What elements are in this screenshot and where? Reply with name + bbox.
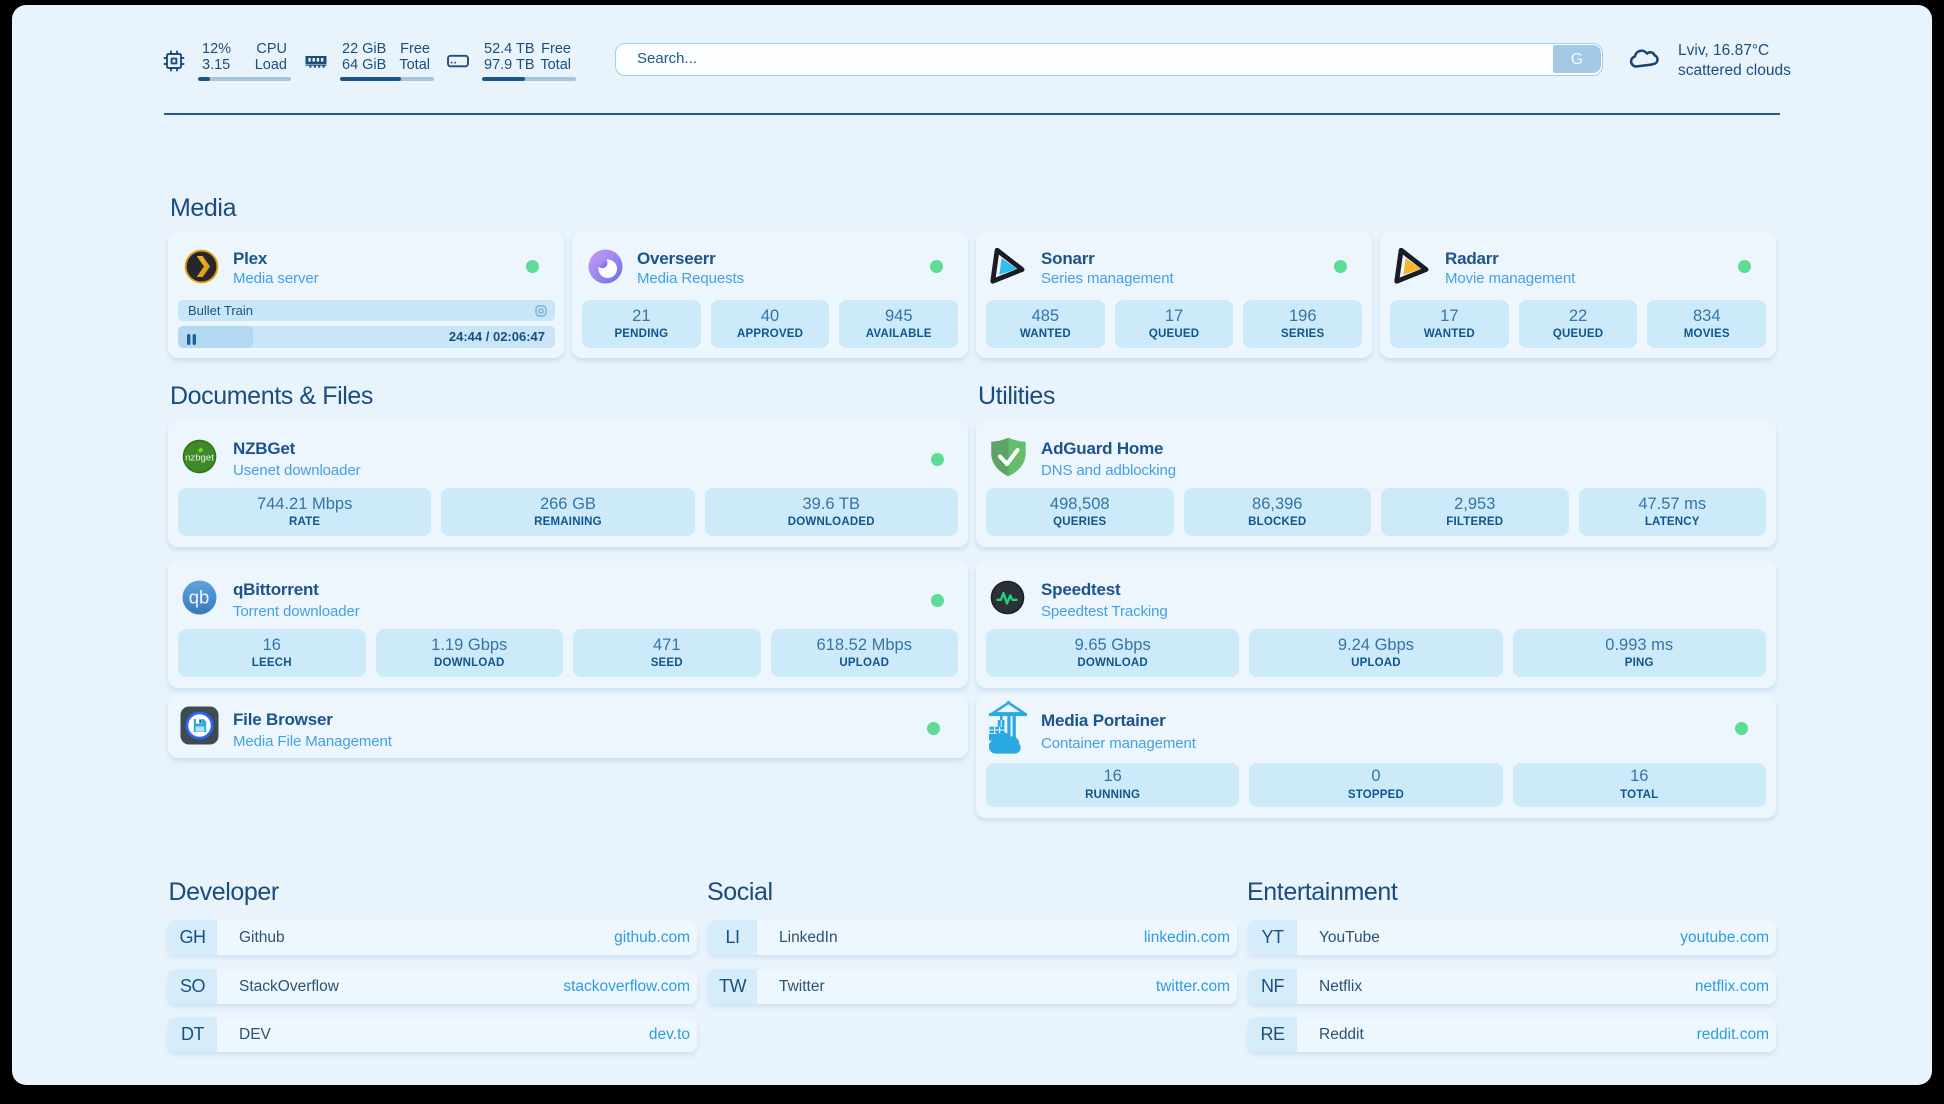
svg-text:qb: qb — [189, 587, 210, 608]
svg-text:nzbget: nzbget — [185, 453, 214, 464]
